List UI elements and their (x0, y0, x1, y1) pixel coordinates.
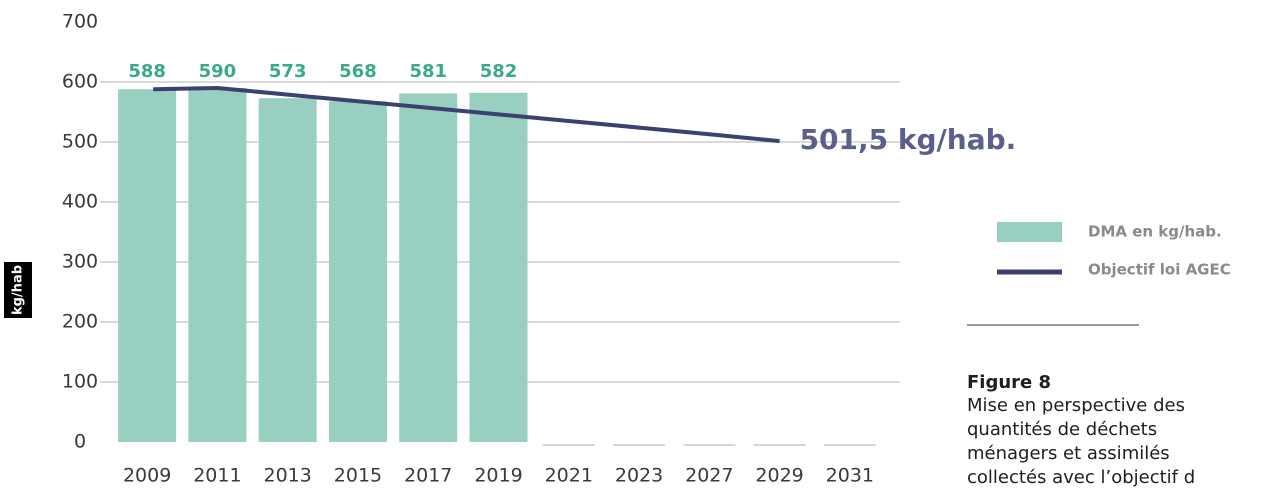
caption-line: Mise en perspective des (967, 395, 1185, 416)
bar (469, 92, 528, 443)
value-label: 588 (128, 61, 166, 82)
x-tick-label: 2015 (334, 465, 382, 487)
value-label: 573 (269, 61, 307, 82)
y-label-box (4, 262, 32, 318)
value-label: 590 (199, 61, 237, 82)
annotation: 501,5 kg/hab. (800, 123, 1017, 156)
y-tick-label: 0 (74, 431, 86, 453)
legend-label: Objectif loi AGEC (1088, 261, 1231, 279)
x-tick-label: 2023 (615, 465, 663, 487)
bar (118, 89, 177, 442)
x-tick-label: 2029 (755, 465, 803, 487)
caption-line: ménagers et assimilés (967, 443, 1170, 464)
x-tick-label: 2031 (826, 465, 874, 487)
figure-title: Figure 8 (967, 372, 1051, 393)
y-tick-label: 400 (62, 191, 98, 213)
x-tick-label: 2017 (404, 465, 452, 487)
y-tick-label: 100 (62, 371, 98, 393)
line (153, 85, 780, 144)
x-tick-label: 2019 (474, 465, 522, 487)
value-label: 568 (339, 61, 377, 82)
x-tick-label: 2009 (123, 465, 171, 487)
x-tick-label: 2013 (264, 465, 312, 487)
y-tick-label: 600 (62, 71, 98, 93)
y-tick-label: 700 (62, 11, 98, 33)
y-tick-label: 200 (62, 311, 98, 333)
caption-line: collectés avec l’objectif d (967, 467, 1195, 488)
caption-line: quantités de déchets (967, 419, 1157, 440)
y-tick-label: 500 (62, 131, 98, 153)
x-tick-label: 2011 (193, 465, 241, 487)
y-label: kg/hab (11, 265, 26, 315)
legend-swatch (997, 222, 1062, 242)
bar (328, 101, 387, 442)
y-tick-label: 300 (62, 251, 98, 273)
legend-label: DMA en kg/hab. (1088, 223, 1222, 241)
bar (188, 88, 247, 442)
x-tick-label: 2027 (685, 465, 733, 487)
value-label: 581 (409, 61, 447, 82)
bar (258, 98, 317, 442)
value-label: 582 (480, 61, 518, 82)
x-tick-label: 2021 (545, 465, 593, 487)
bar (399, 93, 458, 443)
